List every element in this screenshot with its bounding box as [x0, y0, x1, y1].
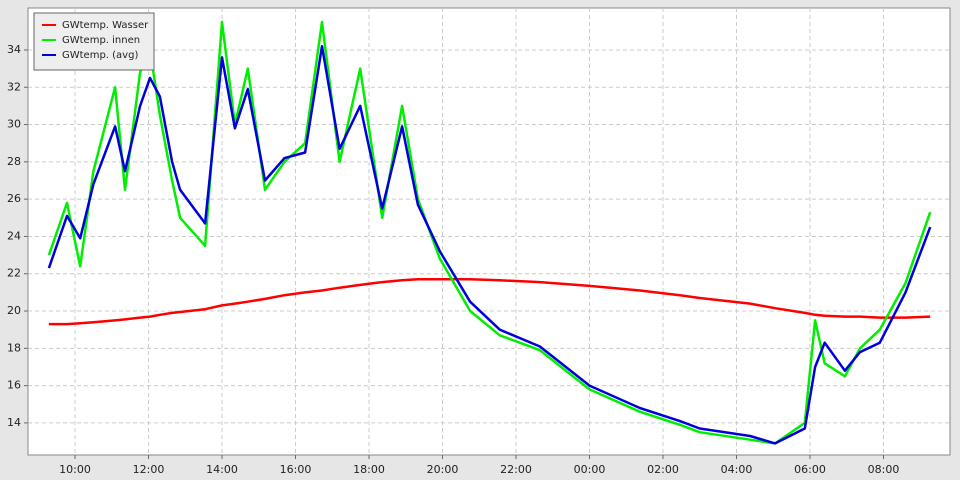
x-tick-label: 16:00 — [280, 463, 312, 476]
x-tick-label: 00:00 — [574, 463, 606, 476]
x-tick-label: 18:00 — [353, 463, 385, 476]
x-tick-label: 20:00 — [427, 463, 459, 476]
y-tick-label: 16 — [7, 379, 21, 392]
x-tick-label: 22:00 — [500, 463, 532, 476]
x-tick-label: 14:00 — [206, 463, 238, 476]
x-tick-label: 08:00 — [868, 463, 900, 476]
y-tick-label: 18 — [7, 341, 21, 354]
x-tick-label: 06:00 — [794, 463, 826, 476]
x-tick-label: 02:00 — [647, 463, 679, 476]
y-tick-label: 28 — [7, 155, 21, 168]
legend-label: GWtemp. (avg) — [62, 50, 138, 61]
legend-label: GWtemp. innen — [62, 35, 140, 46]
data-line — [48, 278, 931, 326]
y-tick-label: 22 — [7, 267, 21, 280]
y-tick-label: 14 — [7, 416, 21, 429]
legend-label: GWtemp. Wasser — [62, 20, 149, 31]
data-line — [47, 44, 932, 445]
y-tick-label: 34 — [7, 43, 21, 56]
x-tick-label: 12:00 — [133, 463, 165, 476]
legend-box — [33, 12, 155, 71]
grid: 14 16 18 20 22 24 26 28 30 32 34 10:00 12:00 14:00 16:… — [7, 8, 950, 476]
y-tick-label: 32 — [7, 80, 21, 93]
x-tick-label: 10:00 — [59, 463, 91, 476]
x-tick-label: 04:00 — [721, 463, 753, 476]
y-tick-label: 24 — [7, 229, 21, 242]
y-tick-label: 20 — [7, 304, 21, 317]
y-tick-label: 26 — [7, 192, 21, 205]
legend: GWtemp. Wasser GWtemp. innen GWtemp. (avg) — [33, 12, 155, 71]
y-tick-label: 30 — [7, 118, 21, 131]
plot-area — [27, 7, 951, 456]
